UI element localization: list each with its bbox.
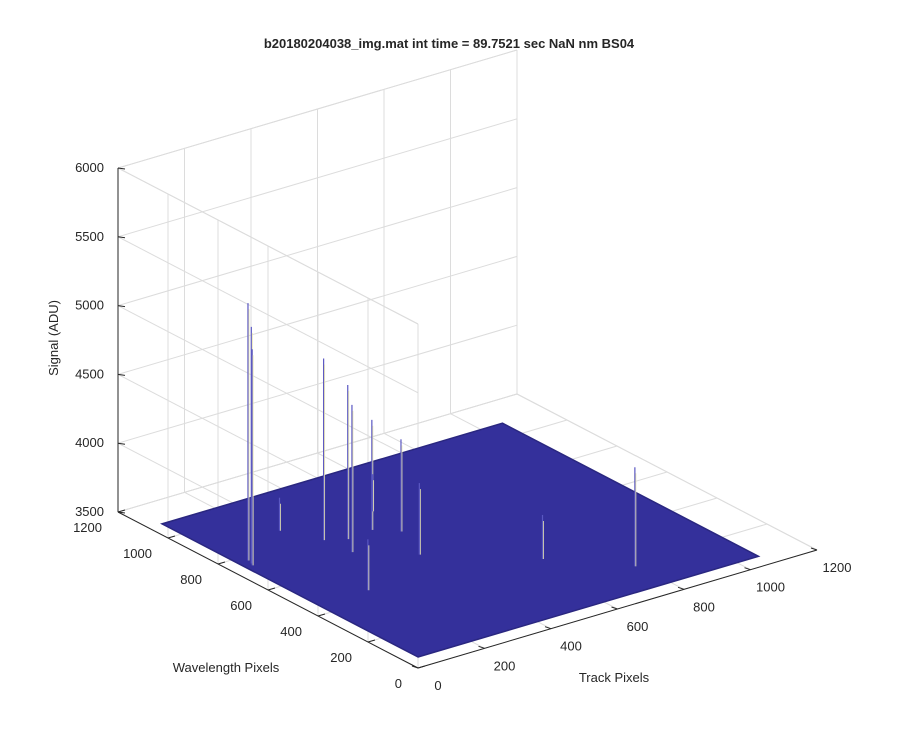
- x-tick-label: 0: [434, 678, 441, 693]
- y-tick-label: 400: [280, 624, 302, 639]
- z-axis-label: Signal (ADU): [46, 300, 61, 376]
- y-tick-label: 0: [395, 676, 402, 691]
- z-tick-label: 5000: [75, 298, 104, 313]
- x-tick-label: 400: [560, 639, 582, 654]
- grid-z-back-3500: [117, 393, 518, 513]
- x-tick-mark-600: [611, 606, 618, 610]
- x-tick-label: 1000: [756, 580, 785, 595]
- z-tick-label: 5500: [75, 229, 104, 244]
- chart-title: b20180204038_img.mat int time = 89.7521 …: [264, 36, 635, 51]
- grid-z-back-4000: [117, 324, 518, 444]
- z-tick-label: 4500: [75, 366, 104, 381]
- x-axis-label: Track Pixels: [579, 670, 650, 685]
- surface-plane: [160, 422, 761, 658]
- grid-z-left-6000: [117, 167, 419, 325]
- y-tick-label: 800: [180, 572, 202, 587]
- x-tick-mark-400: [544, 626, 552, 630]
- z-tick-label: 3500: [75, 504, 104, 519]
- z-tick-mark-6000: [117, 167, 126, 170]
- x-tick-mark-200: [478, 645, 485, 649]
- x-tick-label: 800: [693, 599, 715, 614]
- y-tick-label: 600: [230, 598, 252, 613]
- y-tick-mark-200: [367, 639, 376, 643]
- x-tick-mark-1200: [810, 547, 818, 551]
- x-tick-mark-1000: [744, 567, 751, 571]
- x-tick-mark-0: [411, 665, 419, 669]
- y-tick-mark-1000: [167, 535, 176, 539]
- x-tick-label: 1200: [823, 560, 852, 575]
- grid-z-back-4500: [117, 255, 518, 375]
- tick-labels: 0 200 400 600 800 1000 1200 0 200 400 600 800 1000 12…: [73, 160, 851, 693]
- z-tick-label: 4000: [75, 435, 104, 450]
- grid-z-left-5500: [117, 236, 419, 394]
- z-tick-mark-4000: [117, 442, 126, 445]
- x-tick-label: 200: [494, 658, 516, 673]
- x-tick-mark-800: [677, 586, 685, 590]
- grid-z-left-5000: [117, 305, 419, 463]
- x-tick-label: 600: [627, 619, 649, 634]
- y-tick-mark-600: [267, 587, 276, 591]
- y-tick-mark-0: [417, 665, 426, 669]
- z-tick-label: 6000: [75, 160, 104, 175]
- z-tick-mark-5500: [117, 236, 126, 239]
- axes: [117, 167, 818, 669]
- y-tick-label: 1200: [73, 520, 102, 535]
- spikes: [247, 303, 637, 591]
- y-tick-mark-400: [317, 613, 326, 617]
- y-tick-label: 1000: [123, 546, 152, 561]
- z-tick-mark-3500: [117, 511, 126, 514]
- grid-z-back-5000: [117, 187, 518, 307]
- y-axis-label: Wavelength Pixels: [173, 660, 280, 675]
- z-tick-mark-5000: [117, 305, 126, 308]
- surface: [160, 422, 761, 658]
- y-tick-mark-800: [217, 561, 226, 565]
- z-tick-mark-4500: [117, 373, 126, 376]
- grid-z-back-6000: [117, 49, 518, 169]
- y-tick-label: 200: [330, 650, 352, 665]
- grid-z-back-5500: [117, 118, 518, 238]
